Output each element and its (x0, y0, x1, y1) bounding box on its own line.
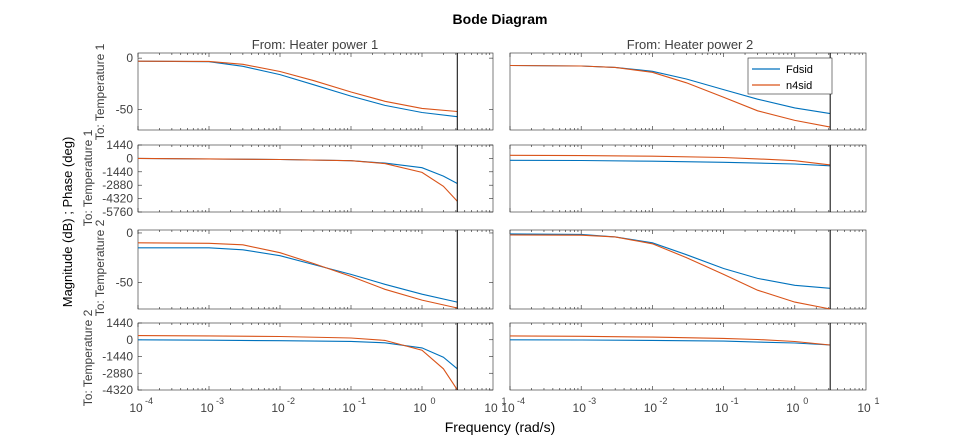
panel-r4-c2-x-tick-label: 10 (857, 401, 871, 415)
panel-r2-c1-y-tick-label: -1440 (102, 165, 133, 179)
panel-r2-c1-y-tick-label: -5760 (102, 205, 133, 219)
panel-r4-c2-x-tick-exponent: -2 (659, 396, 667, 406)
legend-label-n4sid: n4sid (786, 80, 812, 92)
panel-r3-c2-series-n4sid (509, 234, 831, 310)
panel-r4-c1-x-tick-exponent: -2 (287, 396, 295, 406)
y-axis-label: Magnitude (dB) ; Phase (deg) (60, 137, 75, 308)
row-label-4: To: Temperature 2 (81, 309, 95, 406)
panel-r4-c2-x-tick-label: 10 (786, 401, 800, 415)
panel-r3-c1-y-tick-label: 0 (126, 226, 133, 240)
panel-r3-c1-series-n4sid (137, 242, 458, 309)
panel-r2-c2-axes-box (509, 144, 867, 213)
panel-r3-c1: 0 -50 (116, 226, 494, 310)
panel-r4-c1-x-tick-exponent: -4 (145, 396, 153, 406)
panel-r2-c1-series-n4sid (137, 157, 458, 202)
panel-r2-c2-series-fdsid (509, 159, 831, 167)
panel-r4-c2-series-n4sid (509, 335, 831, 346)
panel-r4-c1-x-tick-label: 10 (413, 401, 427, 415)
panel-r4-c1-y-tick-label: 0 (126, 333, 133, 347)
panel-r4-c1-x-tick-label: 10 (342, 401, 356, 415)
panel-r4-c2-x-tick-label: 10 (715, 401, 729, 415)
panel-r4-c2-x-tick-exponent: -1 (731, 396, 739, 406)
panel-r4-c1-x-tick-label: 10 (200, 401, 214, 415)
panel-r2-c2-series-n4sid (509, 154, 831, 166)
panel-r2-c2 (509, 144, 867, 213)
panel-r4-c2-x-tick-label: 10 (501, 401, 515, 415)
panel-r3-c1-series-fdsid (138, 247, 458, 303)
column-title-2: From: Heater power 2 (627, 37, 753, 52)
panel-r1-c1-series-fdsid (137, 60, 458, 118)
panel-r4-c1-x-tick-exponent: 1 (501, 396, 506, 406)
panel-r4-c2-x-tick-exponent: -4 (517, 396, 525, 406)
panel-r2-c1-y-tick-label: 0 (126, 151, 133, 165)
panel-r4-c1-axes-box (137, 322, 494, 391)
panel-r4-c2: 10 -4 10 -3 10 -2 10 -1 10 0 10 1 (501, 322, 880, 415)
panel-r2-c1-y-tick-label: -2880 (102, 178, 133, 192)
panel-r3-c2 (509, 229, 867, 310)
panel-r4-c2-x-tick-label: 10 (644, 401, 658, 415)
panel-r4-c2-x-tick-exponent: 1 (874, 396, 879, 406)
chart-title: Bode Diagram (453, 11, 548, 27)
panel-r4-c1-y-tick-label: -4320 (102, 383, 133, 397)
panel-r4-c1-x-tick-label: 10 (129, 401, 143, 415)
panel-r1-c1-series-n4sid (137, 60, 458, 113)
panel-r1-c1: 0 -50 (116, 51, 494, 131)
row-label-3: To: Temperature 2 (93, 219, 107, 316)
panel-r1-c2-series-n4sid (509, 64, 831, 128)
panel-r2-c1-y-tick-label: 1440 (106, 138, 133, 152)
panel-r4-c1-x-tick-label: 10 (271, 401, 285, 415)
panel-r3-c1-axes-box (137, 229, 494, 310)
panel-r3-c1-y-tick-label: -50 (116, 275, 134, 289)
row-label-2: To: Temperature 1 (81, 129, 95, 226)
panel-r4-c1-x-tick-exponent: -3 (216, 396, 224, 406)
panel-r4-c1-x-tick-exponent: -1 (358, 396, 366, 406)
panel-r2-c1-axes-box (137, 144, 494, 213)
panel-r4-c1-x-tick-exponent: 0 (430, 396, 435, 406)
panel-r4-c1-y-tick-label: -2880 (102, 366, 133, 380)
panel-r4-c1-y-tick-label: 1440 (106, 316, 133, 330)
panel-r2-c1-y-tick-label: -4320 (102, 192, 133, 206)
panel-r1-c1-y-tick-label: -50 (116, 102, 134, 116)
legend: Fdsid n4sid (747, 57, 833, 95)
legend-label-fdsid: Fdsid (786, 64, 813, 76)
panel-r4-c2-axes-box (509, 322, 867, 391)
panel-r4-c1-series-n4sid (137, 335, 458, 391)
row-label-1: To: Temperature 1 (93, 43, 107, 140)
column-title-1: From: Heater power 1 (252, 37, 378, 52)
panel-r1-c1-axes-box (137, 52, 494, 131)
panel-r4-c2-x-tick-label: 10 (573, 401, 587, 415)
panel-r4-c2-x-tick-exponent: 0 (803, 396, 808, 406)
x-axis-label: Frequency (rad/s) (445, 419, 555, 435)
legend-box (747, 57, 833, 95)
plot-panels: 0-5014400-1440-2880-4320-57600-5014400-1… (102, 51, 879, 415)
panel-r1-c1-y-tick-label: 0 (126, 51, 133, 65)
panel-r4-c2-series-fdsid (509, 339, 831, 346)
panel-r3-c2-axes-box (509, 229, 867, 310)
panel-r4-c1-series-fdsid (137, 339, 458, 370)
panel-r4-c1-x-tick-label: 10 (484, 401, 498, 415)
panel-r4-c1-y-tick-label: -1440 (102, 350, 133, 364)
panel-r4-c2-x-tick-exponent: -3 (588, 396, 596, 406)
